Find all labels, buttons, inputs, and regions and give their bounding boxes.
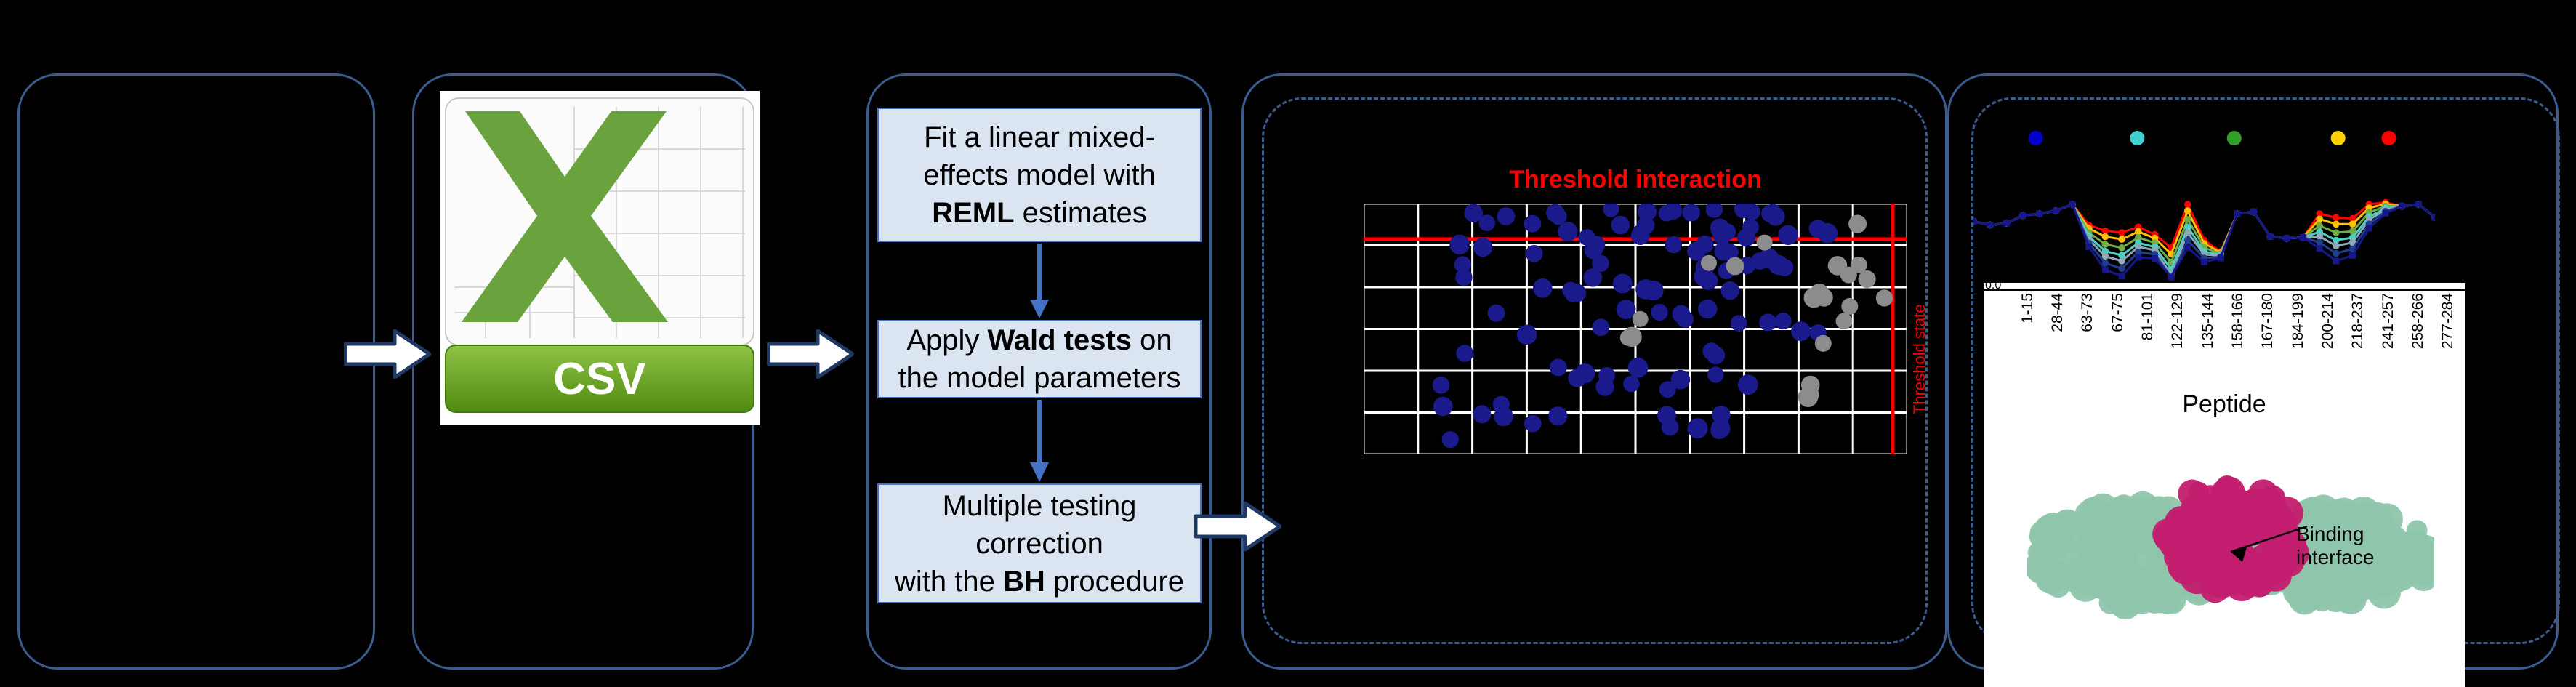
svg-text:0.0: 0.0 — [1985, 283, 2001, 292]
svg-text:CSV: CSV — [553, 354, 645, 404]
